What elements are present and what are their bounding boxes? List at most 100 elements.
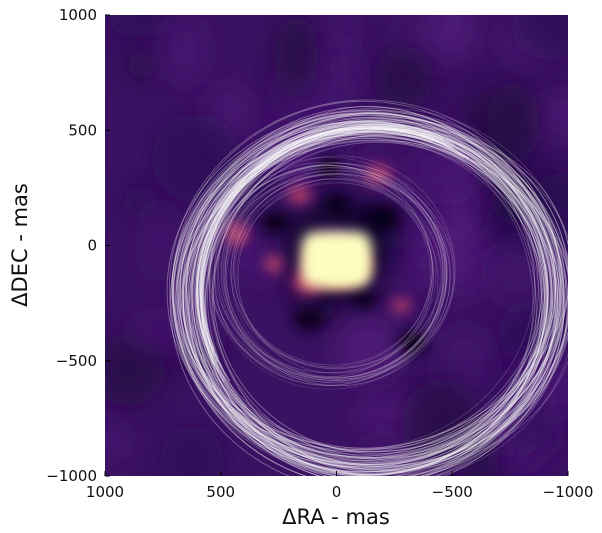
orbit-track	[208, 105, 549, 476]
heatmap-texture-blob	[364, 431, 406, 470]
orbit-track	[182, 121, 546, 457]
heatmap-texture-blob	[491, 171, 536, 226]
heatmap-bright-blob	[387, 295, 416, 316]
orbit-track	[224, 162, 451, 387]
orbit-track	[211, 129, 549, 460]
heatmap-dark-blob	[313, 153, 346, 181]
orbit-track	[234, 178, 432, 368]
orbit-track	[180, 117, 568, 469]
heatmap-dark-blob	[287, 305, 330, 334]
orbit-track	[184, 126, 549, 466]
orbit-track	[230, 178, 442, 370]
heatmap-dark-blob	[255, 208, 298, 237]
heatmap-texture-blob	[498, 300, 567, 365]
orbit-track	[170, 112, 565, 476]
plot-area	[105, 15, 568, 476]
orbit-track	[221, 155, 456, 387]
orbit-track	[171, 112, 565, 474]
heatmap-texture-blob	[332, 313, 403, 382]
orbit-track	[188, 123, 568, 476]
orbit-track	[220, 173, 437, 374]
orbit-track	[190, 120, 547, 476]
orbit-track	[183, 128, 568, 465]
orbit-track	[216, 167, 455, 381]
heatmap-texture-blob	[105, 418, 129, 461]
orbit-track	[196, 130, 544, 455]
heatmap-bright-blob	[261, 251, 287, 277]
orbit-track	[175, 131, 561, 458]
x-axis: 1000 500 0 −500 −1000	[86, 471, 593, 501]
orbit-track	[194, 138, 541, 467]
orbit-track	[202, 129, 543, 454]
orbit-track	[200, 128, 545, 466]
heatmap-texture-blob	[160, 16, 208, 86]
orbit-track	[178, 107, 568, 475]
orbit-track	[195, 127, 544, 457]
heatmap-texture-blob	[144, 198, 175, 283]
orbit-track	[191, 123, 564, 476]
orbit-track	[208, 112, 548, 468]
x-tick-label: 0	[332, 483, 342, 501]
heatmap-texture-blob	[487, 81, 540, 166]
orbit-track	[184, 123, 565, 456]
y-tick-label: 0	[87, 237, 97, 255]
orbit-track	[230, 173, 444, 369]
orbit-track	[205, 141, 544, 462]
orbit-track	[231, 182, 444, 378]
orbit-track	[203, 131, 544, 456]
orbit-track	[199, 123, 545, 457]
x-tick-label: 1000	[86, 483, 124, 501]
orbit-track	[186, 127, 568, 458]
orbit-track	[185, 125, 562, 468]
orbit-track	[172, 120, 560, 464]
orbit-track	[186, 110, 539, 468]
orbit-track	[185, 109, 568, 467]
orbit-track	[168, 99, 562, 476]
orbit-track	[177, 123, 562, 476]
heatmap-texture-blob	[428, 15, 477, 59]
orbit-track	[185, 133, 546, 476]
orbit-track	[214, 165, 446, 374]
orbit-track	[196, 125, 557, 453]
orbit-track	[187, 127, 568, 476]
orbit-track	[171, 100, 554, 476]
orbit-track	[201, 118, 551, 470]
orbit-track	[199, 128, 543, 455]
heatmap-texture-blob	[124, 49, 160, 81]
orbit-track	[187, 113, 558, 476]
orbit-track	[184, 133, 556, 462]
orbit-track	[177, 127, 557, 451]
orbit-track	[182, 134, 550, 466]
orbit-track	[172, 122, 556, 459]
orbit-track	[209, 167, 445, 381]
orbit-track	[179, 113, 568, 471]
orbit-track	[201, 134, 559, 471]
orbit-track	[236, 181, 434, 370]
orbit-track	[204, 131, 545, 466]
orbit-track	[204, 136, 548, 473]
orbit-track	[183, 124, 557, 475]
orbit-track	[211, 165, 447, 379]
orbit-track	[182, 106, 549, 476]
orbit-track	[185, 132, 543, 453]
orbit-track	[193, 119, 564, 476]
orbit-track	[201, 126, 543, 476]
x-tick-label: 500	[206, 483, 235, 501]
y-axis: −1000 −500 0 500 1000	[46, 6, 110, 485]
orbit-track	[190, 124, 568, 476]
orbit-track	[200, 134, 559, 460]
orbit-track	[237, 178, 434, 374]
heatmap-texture-blob	[105, 333, 166, 407]
orbit-track	[233, 173, 433, 366]
y-axis-label: ΔDEC - mas	[8, 183, 32, 307]
x-tick-label: −1000	[543, 483, 594, 501]
orbit-track	[192, 114, 549, 475]
orbit-track	[172, 121, 553, 461]
orbit-track	[173, 140, 568, 469]
orbit-track	[225, 162, 448, 378]
orbit-track	[202, 126, 548, 469]
orbit-track	[190, 119, 562, 475]
orbit-track	[201, 126, 541, 456]
orbit-track	[196, 127, 561, 476]
heatmap-texture-blob	[373, 45, 434, 110]
